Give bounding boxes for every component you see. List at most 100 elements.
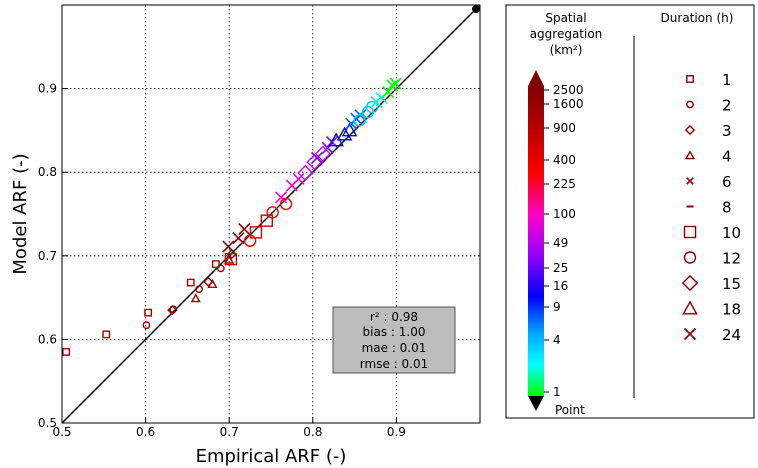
duration-marker bbox=[686, 100, 694, 109]
marker-square bbox=[224, 252, 238, 266]
data-point bbox=[321, 141, 334, 155]
marker-diamond bbox=[314, 145, 331, 162]
colorbar-title-line2: aggregation bbox=[530, 27, 603, 41]
data-point bbox=[102, 330, 111, 339]
colorbar-tick-label: 49 bbox=[553, 236, 568, 250]
marker-x bbox=[222, 240, 235, 253]
data-point bbox=[297, 164, 314, 182]
data-point bbox=[238, 222, 251, 236]
data-point bbox=[389, 77, 402, 90]
marker-triangle bbox=[224, 254, 235, 264]
duration-label: 24 bbox=[722, 326, 741, 344]
data-point bbox=[232, 232, 245, 245]
duration-label: 4 bbox=[722, 148, 732, 166]
marker-square bbox=[186, 278, 195, 287]
data-point bbox=[292, 172, 305, 185]
marker-square bbox=[686, 75, 694, 83]
axis-ticks: 0.5 0.6 0.7 0.8 0.9 0.5 0.6 0.7 0.8 0.9 bbox=[38, 82, 406, 439]
duration-label: 18 bbox=[722, 301, 741, 319]
marker-x bbox=[389, 77, 402, 90]
marker-x bbox=[310, 151, 324, 165]
colorbar-bottom-arrow bbox=[528, 396, 544, 411]
one-to-one-endpoint bbox=[472, 5, 480, 13]
marker-circle bbox=[686, 100, 694, 109]
y-tick-label: 0.7 bbox=[38, 249, 57, 263]
x-tick-label: 0.5 bbox=[52, 425, 71, 439]
data-point bbox=[314, 145, 331, 162]
duration-marker bbox=[683, 251, 697, 264]
colorbar-tick-label: 1600 bbox=[553, 97, 584, 111]
colorbar-tick-label: Point bbox=[555, 403, 585, 417]
data-point bbox=[386, 79, 399, 92]
colorbar-tick-label: 1 bbox=[553, 385, 561, 399]
plot-area: 0.5 0.6 0.7 0.8 0.9 0.5 0.6 0.7 0.8 0.9 bbox=[38, 4, 481, 439]
duration-marker bbox=[684, 124, 696, 136]
marker-triangle bbox=[336, 126, 353, 141]
y-tick-label: 0.9 bbox=[38, 82, 57, 96]
data-point bbox=[243, 234, 257, 247]
marker-x bbox=[292, 172, 305, 185]
marker-circle bbox=[142, 321, 151, 330]
colorbar-tick-label: 4 bbox=[553, 333, 561, 347]
x-axis-label: Empirical ARF (-) bbox=[196, 446, 347, 467]
colorbar-tick-label: 400 bbox=[553, 153, 576, 167]
data-point bbox=[167, 304, 178, 316]
colorbar-tick-label: 100 bbox=[553, 207, 576, 221]
data-point bbox=[226, 248, 237, 260]
marker-x bbox=[686, 177, 694, 185]
duration-label: 8 bbox=[722, 199, 732, 217]
data-point bbox=[224, 254, 235, 264]
marker-square bbox=[260, 214, 274, 227]
stats-r2: r² : 0.98 bbox=[370, 310, 418, 324]
marker-triangle bbox=[684, 150, 696, 160]
duration-label: 12 bbox=[722, 250, 741, 268]
duration-marker bbox=[681, 274, 699, 292]
duration-marker bbox=[682, 300, 698, 315]
duration-marker bbox=[684, 150, 696, 160]
duration-label: 2 bbox=[722, 97, 732, 115]
colorbar-title-line3: (km²) bbox=[550, 43, 583, 57]
marker-square bbox=[249, 226, 263, 239]
y-tick-label: 0.6 bbox=[38, 332, 57, 346]
marker-circle bbox=[266, 206, 279, 219]
marker-circle bbox=[365, 100, 379, 114]
data-point bbox=[207, 278, 218, 288]
colorbar-top-arrow bbox=[528, 70, 544, 86]
data-point bbox=[266, 206, 279, 219]
y-tick-label: 0.5 bbox=[38, 416, 57, 430]
marker-triangle bbox=[341, 122, 358, 137]
duration-label: 1 bbox=[722, 71, 732, 89]
duration-label: 3 bbox=[722, 122, 732, 140]
data-point bbox=[365, 100, 379, 114]
marker-diamond bbox=[681, 274, 699, 292]
stats-box: r² : 0.98 bias : 1.00 mae : 0.01 rmse : … bbox=[332, 306, 456, 374]
colorbar-tick-label: 25 bbox=[553, 261, 568, 275]
duration-marker bbox=[686, 177, 694, 185]
marker-triangle bbox=[207, 278, 218, 288]
marker-diamond bbox=[297, 164, 314, 182]
data-point bbox=[144, 308, 153, 317]
marker-circle bbox=[216, 264, 225, 273]
duration-marker bbox=[683, 225, 697, 239]
data-point bbox=[341, 122, 358, 137]
x-tick-label: 0.7 bbox=[220, 425, 239, 439]
marker-square bbox=[62, 348, 71, 356]
data-point bbox=[62, 348, 71, 356]
marker-circle bbox=[353, 114, 366, 127]
marker-square bbox=[211, 260, 220, 269]
marker-diamond bbox=[226, 248, 237, 260]
x-tick-label: 0.9 bbox=[387, 425, 406, 439]
data-point bbox=[190, 293, 201, 303]
marker-square bbox=[102, 330, 111, 339]
x-tick-label: 0.8 bbox=[303, 425, 322, 439]
marker-triangle bbox=[190, 293, 201, 303]
marker-square bbox=[683, 225, 697, 239]
one-to-one-line bbox=[61, 4, 481, 424]
data-point bbox=[336, 126, 353, 141]
marker-x bbox=[683, 327, 697, 341]
data-point bbox=[249, 226, 263, 239]
duration-legend-title: Duration (h) bbox=[661, 11, 734, 25]
